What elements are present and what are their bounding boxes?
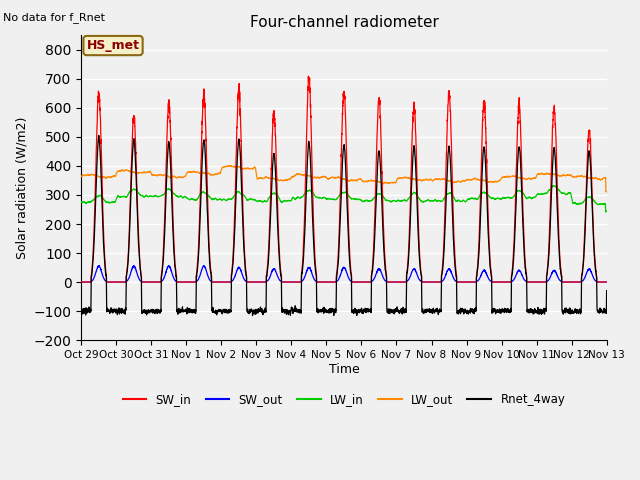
Text: HS_met: HS_met <box>86 39 140 52</box>
Title: Four-channel radiometer: Four-channel radiometer <box>250 15 438 30</box>
Legend: SW_in, SW_out, LW_in, LW_out, Rnet_4way: SW_in, SW_out, LW_in, LW_out, Rnet_4way <box>118 388 570 410</box>
Y-axis label: Solar radiation (W/m2): Solar radiation (W/m2) <box>15 117 28 259</box>
X-axis label: Time: Time <box>328 362 359 376</box>
Text: No data for f_Rnet: No data for f_Rnet <box>3 12 105 23</box>
